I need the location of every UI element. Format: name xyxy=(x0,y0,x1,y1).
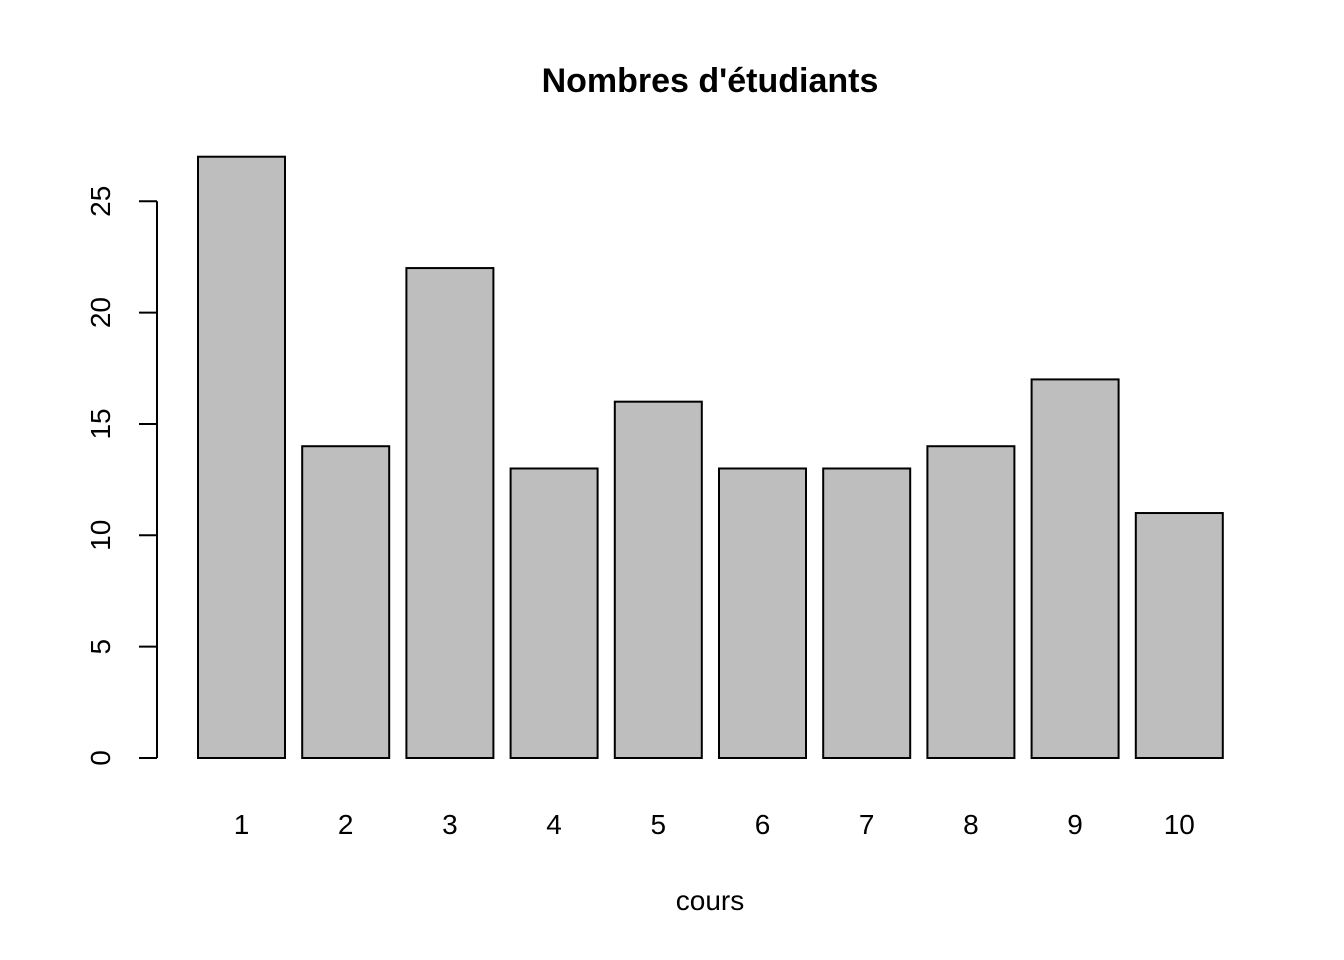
y-tick-label: 0 xyxy=(85,750,116,766)
y-tick-label: 5 xyxy=(85,639,116,655)
x-tick-label: 7 xyxy=(859,809,875,840)
y-tick-label: 20 xyxy=(85,297,116,328)
x-tick-label: 5 xyxy=(651,809,667,840)
y-tick-label: 25 xyxy=(85,186,116,217)
x-tick-label: 1 xyxy=(234,809,250,840)
bar-8 xyxy=(926,445,1016,759)
bar-3 xyxy=(405,267,495,759)
x-tick-label: 9 xyxy=(1067,809,1083,840)
y-tick-label: 10 xyxy=(85,520,116,551)
bar-4 xyxy=(509,467,599,759)
bar-9 xyxy=(1030,378,1120,759)
x-axis-labels: 1 2 3 4 5 6 7 8 9 10 xyxy=(234,809,1195,840)
y-axis: 0 5 10 15 20 25 xyxy=(85,186,158,766)
bar-5 xyxy=(613,400,703,759)
bar-10 xyxy=(1134,512,1224,760)
x-tick-label: 8 xyxy=(963,809,979,840)
bar-2 xyxy=(301,445,391,759)
x-axis-label: cours xyxy=(676,885,744,916)
x-tick-label: 2 xyxy=(338,809,354,840)
bars-group xyxy=(197,155,1224,760)
chart-title: Nombres d'étudiants xyxy=(542,62,879,100)
x-tick-label: 3 xyxy=(442,809,458,840)
x-tick-label: 4 xyxy=(546,809,562,840)
y-tick-label: 15 xyxy=(85,408,116,439)
x-tick-label: 10 xyxy=(1164,809,1195,840)
bar-7 xyxy=(822,467,912,759)
x-tick-label: 6 xyxy=(755,809,771,840)
bar-6 xyxy=(718,467,807,759)
bar-1 xyxy=(197,155,286,759)
